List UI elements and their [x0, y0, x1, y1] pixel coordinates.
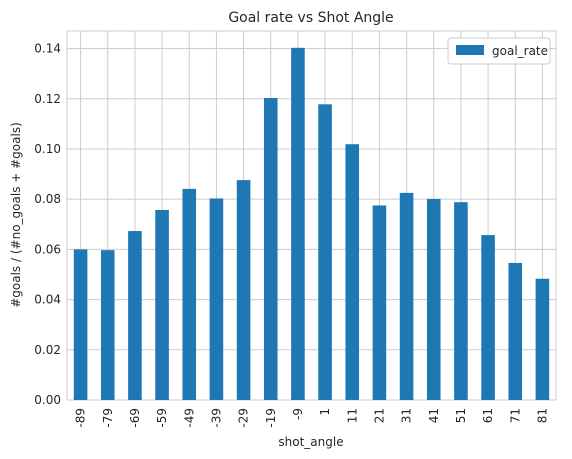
bar-41 [426, 198, 441, 400]
x-tick-label: -49 [182, 408, 196, 428]
x-tick-labels: -89 -79 -69 -59 -49 -39 -29 -19 -9 1 11 21 31 41 51 61 7… [74, 408, 550, 428]
bar--49 [182, 188, 197, 400]
x-tick-label: 11 [345, 408, 359, 423]
bar--29 [236, 180, 251, 400]
x-tick-label: -59 [155, 408, 169, 428]
x-tick-label: -69 [128, 408, 142, 428]
x-tick-label: -79 [101, 408, 115, 428]
x-tick-label: 1 [318, 408, 332, 416]
legend: goal_rate [447, 37, 551, 65]
bar--39 [209, 198, 224, 400]
y-tick-label: 0.04 [34, 293, 61, 307]
legend-label: goal_rate [492, 44, 548, 58]
bar-11 [345, 144, 360, 400]
bar--89 [73, 249, 88, 400]
bar-1 [318, 104, 332, 400]
bar--9 [291, 47, 305, 401]
x-tick-label: -89 [74, 408, 88, 428]
chart-title: Goal rate vs Shot Angle [228, 10, 393, 26]
x-tick-label: 51 [454, 408, 468, 423]
bar--59 [155, 209, 169, 400]
legend-box [447, 37, 551, 65]
bars [73, 47, 550, 401]
bar-81 [535, 278, 550, 400]
x-tick-label: 71 [508, 408, 522, 423]
bar-61 [481, 235, 495, 400]
y-tick-label: 0.06 [34, 242, 61, 256]
bar--79 [100, 250, 115, 400]
x-tick-label: 61 [481, 408, 495, 423]
x-tick-label: 31 [400, 408, 414, 423]
bar-71 [508, 262, 523, 400]
y-tick-label: 0.02 [34, 343, 61, 357]
y-tick-label: 0.08 [34, 192, 61, 206]
x-tick-label: -19 [264, 408, 278, 428]
x-tick-label: 41 [427, 408, 441, 423]
y-tick-label: 0.14 [34, 42, 61, 56]
y-axis-label: #goals / (#no_goals + #goals) [9, 122, 23, 308]
bar-31 [399, 192, 414, 400]
y-tick-label: 0.10 [34, 142, 61, 156]
x-tick-label: 81 [535, 408, 549, 423]
plot-area-frame [66, 30, 557, 401]
y-tick-label: 0.12 [34, 92, 61, 106]
bar-21 [372, 205, 387, 400]
legend-swatch [456, 45, 484, 55]
y-tick-labels: 0.00 0.02 0.04 0.06 0.08 0.10 0.12 0.14 [34, 42, 61, 407]
y-tick-label: 0.00 [34, 393, 61, 407]
x-axis-label: shot_angle [278, 435, 343, 449]
bar--69 [128, 231, 142, 400]
x-tick-label: -9 [291, 408, 305, 420]
x-tick-label: 21 [372, 408, 386, 423]
bar-51 [454, 202, 468, 400]
bar--19 [263, 98, 278, 400]
x-tick-label: -39 [209, 408, 223, 428]
x-tick-label: -29 [237, 408, 251, 428]
